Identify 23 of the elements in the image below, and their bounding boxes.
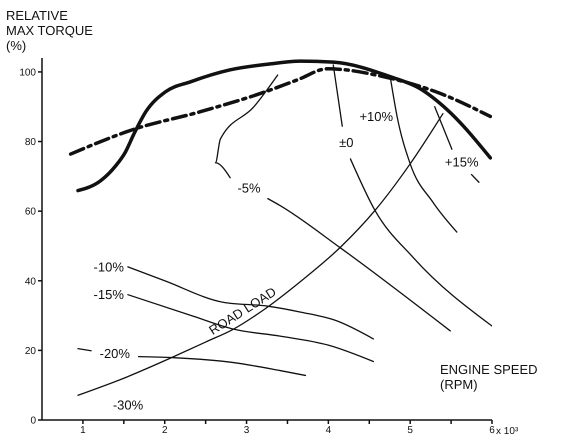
series-label: -15% xyxy=(94,287,124,302)
y-tick-label: 40 xyxy=(24,276,36,288)
series-label: -5% xyxy=(237,180,261,196)
x-tick-label: 1 xyxy=(80,425,86,436)
series-label: ±0 xyxy=(339,135,354,150)
y-tick-label: 100 xyxy=(19,67,36,78)
x-tick-label: 6 xyxy=(489,425,496,436)
y-tick-label: 60 xyxy=(24,206,36,218)
y-axis-title: RELATIVE MAX TORQUE (%) xyxy=(6,8,94,53)
y-tick-label: 20 xyxy=(24,346,36,357)
series-label: +15% xyxy=(444,154,479,170)
y-tick-label: 80 xyxy=(24,137,36,148)
y-tick-label: 0 xyxy=(30,416,36,427)
series-label: +10% xyxy=(359,109,394,124)
x-tick-label: 2 xyxy=(162,425,168,436)
series-label: -10% xyxy=(94,259,124,274)
text: x 10³ xyxy=(496,426,519,437)
x-tick-label: 5 xyxy=(407,425,414,436)
x-axis-title: ENGINE SPEED (RPM) xyxy=(440,362,539,392)
x-tick-label: 3 xyxy=(244,425,250,436)
annotation: -30% xyxy=(112,398,144,413)
series-label: -20% xyxy=(100,346,130,362)
x-tick-label: 4 xyxy=(326,425,332,436)
